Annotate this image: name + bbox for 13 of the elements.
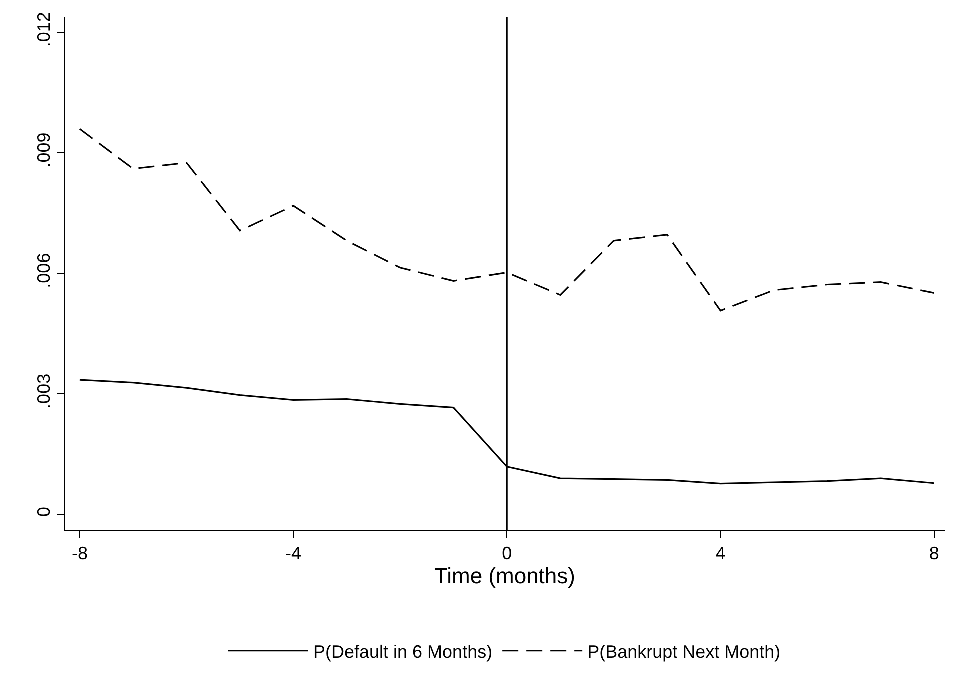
y-tick-label: .003: [34, 374, 54, 409]
x-tick-label: 0: [502, 544, 512, 564]
x-tick-label: -4: [286, 544, 302, 564]
x-tick-label: 4: [716, 544, 726, 564]
legend-label: P(Default in 6 Months): [314, 642, 493, 662]
y-tick-label: .006: [34, 253, 54, 288]
x-tick-label: -8: [72, 544, 88, 564]
x-tick-label: 8: [929, 544, 940, 564]
y-tick-label: 0: [34, 507, 54, 518]
y-tick-label: .012: [34, 12, 54, 48]
x-axis-title: Time (months): [434, 564, 576, 589]
y-tick-label: .009: [34, 132, 54, 168]
legend-label: P(Bankrupt Next Month): [588, 642, 781, 662]
